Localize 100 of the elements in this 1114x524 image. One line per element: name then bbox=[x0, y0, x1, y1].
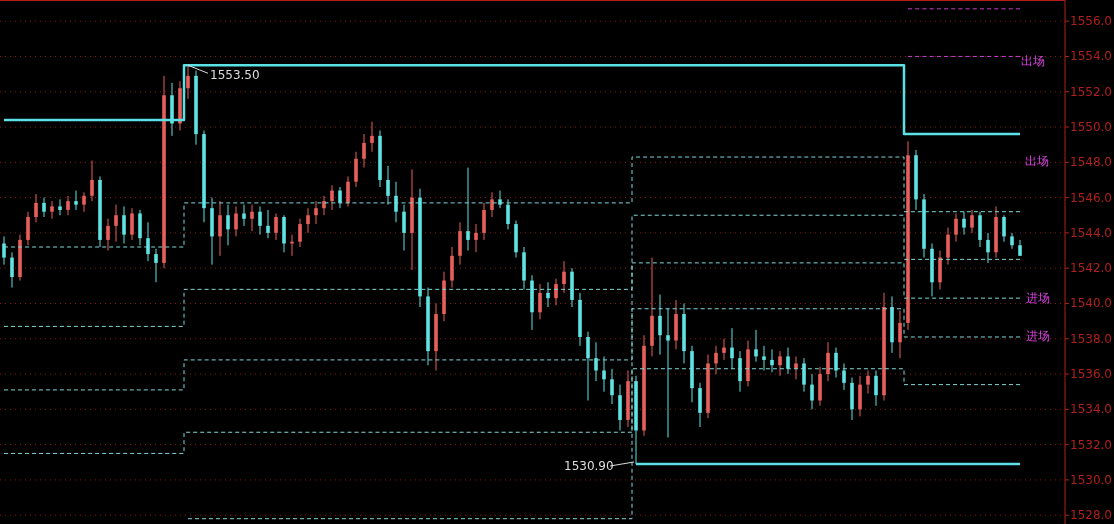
y-tick-label: 1550.0 bbox=[1070, 120, 1112, 135]
y-tick-label: 1534.0 bbox=[1070, 402, 1112, 417]
candlestick bbox=[226, 204, 230, 246]
candlestick bbox=[954, 212, 958, 243]
candlestick bbox=[306, 207, 310, 234]
candlestick bbox=[330, 184, 334, 211]
y-tick-label: 1554.0 bbox=[1070, 49, 1112, 64]
candlestick bbox=[482, 202, 486, 241]
candlestick bbox=[498, 190, 502, 209]
candlestick bbox=[602, 355, 606, 393]
candlestick bbox=[266, 209, 270, 239]
y-tick-label: 1530.0 bbox=[1070, 472, 1112, 487]
candlestick bbox=[218, 200, 222, 257]
candlestick bbox=[826, 341, 830, 382]
candlestick bbox=[58, 198, 62, 216]
candlestick bbox=[946, 227, 950, 266]
candlestick bbox=[586, 331, 590, 401]
candlestick bbox=[770, 348, 774, 373]
candlestick bbox=[50, 200, 54, 220]
candlestick bbox=[666, 308, 670, 439]
text: 出场 bbox=[1025, 154, 1049, 168]
candlestick bbox=[562, 260, 566, 294]
candlestick bbox=[546, 281, 550, 308]
candlestick bbox=[986, 232, 990, 264]
y-tick-label: 1542.0 bbox=[1070, 261, 1112, 276]
candlestick bbox=[122, 205, 126, 244]
candlestick bbox=[466, 167, 470, 252]
candlestick bbox=[898, 310, 902, 359]
candlestick bbox=[554, 278, 558, 306]
candlestick bbox=[338, 186, 342, 209]
candlestick bbox=[42, 197, 46, 218]
candlestick bbox=[538, 283, 542, 320]
annotation: 出场 bbox=[1021, 54, 1045, 68]
annotation: 1530.90 bbox=[564, 459, 614, 473]
candlestick bbox=[866, 370, 870, 394]
candlestick bbox=[154, 248, 158, 283]
candlestick bbox=[10, 251, 14, 289]
candlestick bbox=[186, 64, 190, 100]
candlestick bbox=[82, 191, 86, 213]
candlestick bbox=[298, 218, 302, 248]
y-tick-label: 1556.0 bbox=[1070, 14, 1112, 29]
candlestick bbox=[970, 209, 974, 234]
candlestick bbox=[594, 341, 598, 382]
y-tick-label: 1538.0 bbox=[1070, 331, 1112, 346]
candlestick bbox=[874, 370, 878, 407]
candlestick bbox=[130, 207, 134, 241]
candlestick bbox=[506, 198, 510, 230]
y-tick-label: 1540.0 bbox=[1070, 296, 1112, 311]
candlestick bbox=[834, 347, 838, 379]
candlestick bbox=[962, 211, 966, 236]
candlestick bbox=[346, 175, 350, 207]
candlestick bbox=[242, 204, 246, 227]
candlestick bbox=[714, 345, 718, 375]
candlestick bbox=[354, 151, 358, 188]
y-tick-label: 1546.0 bbox=[1070, 190, 1112, 205]
candlestick bbox=[114, 204, 118, 243]
y-tick-label: 1548.0 bbox=[1070, 155, 1112, 170]
candlestick bbox=[34, 193, 38, 223]
candlestick bbox=[490, 191, 494, 218]
candlestick bbox=[106, 218, 110, 252]
candlestick bbox=[386, 165, 390, 206]
candlestick bbox=[794, 355, 798, 380]
y-tick-label: 1536.0 bbox=[1070, 367, 1112, 382]
candlestick bbox=[474, 223, 478, 253]
y-tick-label: 1544.0 bbox=[1070, 225, 1112, 240]
candlestick bbox=[810, 373, 814, 410]
candlestick bbox=[146, 221, 150, 262]
candlestick bbox=[842, 362, 846, 391]
candlestick bbox=[26, 211, 30, 246]
candlestick bbox=[762, 345, 766, 372]
candlestick bbox=[1002, 214, 1006, 243]
candlestick bbox=[234, 205, 238, 237]
candlestick bbox=[2, 235, 6, 266]
annotation: 1553.50 bbox=[210, 68, 260, 83]
candlestick bbox=[370, 121, 374, 153]
candlestick bbox=[778, 350, 782, 377]
candlestick bbox=[90, 160, 94, 202]
candlestick bbox=[730, 327, 734, 370]
candlestick bbox=[74, 190, 78, 211]
candlestick bbox=[754, 329, 758, 363]
candlestick bbox=[258, 205, 262, 236]
candlestick bbox=[658, 294, 662, 356]
y-tick-label: 1552.0 bbox=[1070, 84, 1112, 99]
candlestick bbox=[394, 181, 398, 223]
text: 进场 bbox=[1026, 291, 1050, 305]
candlestick bbox=[610, 368, 614, 405]
candlestick bbox=[802, 357, 806, 393]
y-tick-label: 1528.0 bbox=[1070, 508, 1112, 523]
candlestick bbox=[250, 204, 254, 232]
candlestick bbox=[362, 133, 366, 169]
candlestick bbox=[402, 204, 406, 252]
candlestick bbox=[66, 195, 70, 216]
text: 进场 bbox=[1026, 329, 1050, 343]
candlestick bbox=[322, 195, 326, 216]
candlestick bbox=[314, 200, 318, 225]
candlestick bbox=[738, 350, 742, 393]
candlestick bbox=[274, 212, 278, 241]
candlestick bbox=[722, 338, 726, 361]
y-tick-label: 1532.0 bbox=[1070, 437, 1112, 452]
candlestick bbox=[786, 347, 790, 375]
